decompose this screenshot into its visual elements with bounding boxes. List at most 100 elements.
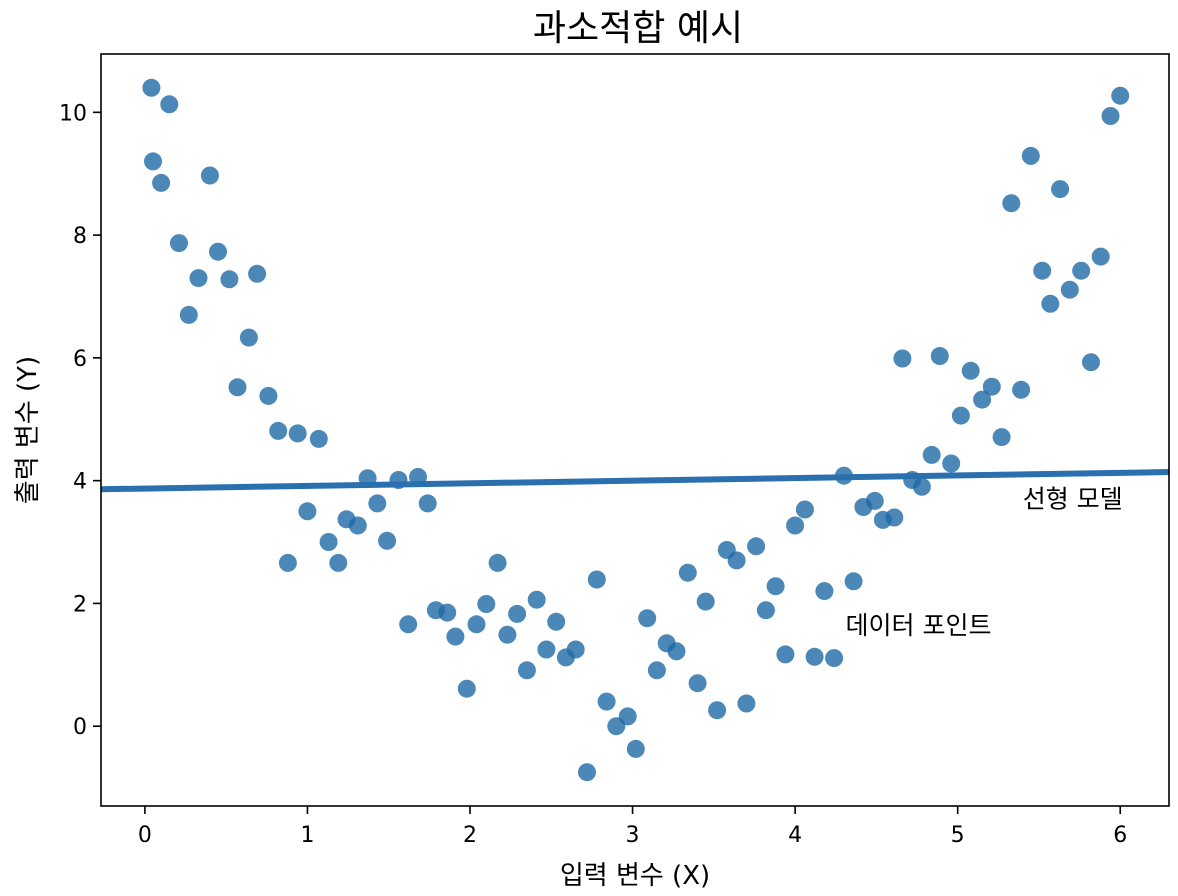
- data-point: [737, 694, 756, 713]
- data-point: [269, 421, 288, 440]
- data-point: [1101, 107, 1120, 125]
- data-point: [1021, 146, 1040, 165]
- data-point: [747, 537, 766, 556]
- data-point: [278, 553, 297, 572]
- data-point: [961, 361, 980, 380]
- data-point: [527, 590, 546, 609]
- data-point: [1002, 194, 1021, 213]
- data-point: [220, 270, 239, 289]
- data-point: [446, 627, 465, 646]
- data-point: [160, 95, 179, 114]
- data-point: [418, 494, 437, 513]
- data-point: [815, 582, 834, 601]
- data-point: [587, 570, 606, 589]
- data-point: [259, 386, 278, 405]
- data-point: [708, 701, 727, 720]
- data-point: [618, 707, 637, 726]
- y-axis-ticks: 0 2 4 6 8 10: [59, 101, 101, 740]
- annotation-data-points: 데이터 포인트: [846, 611, 992, 640]
- data-point: [1091, 247, 1110, 266]
- data-point: [865, 491, 884, 510]
- x-tick-label: 4: [788, 823, 802, 848]
- data-point: [1111, 86, 1130, 105]
- linear-model-line: [100, 469, 1170, 493]
- data-point: [309, 429, 328, 448]
- data-point: [488, 553, 507, 572]
- data-point: [930, 347, 949, 365]
- data-point: [766, 577, 785, 596]
- data-point: [1033, 261, 1052, 280]
- y-tick-label: 4: [73, 470, 87, 495]
- data-point: [239, 328, 258, 347]
- data-point: [298, 502, 317, 521]
- data-point: [638, 609, 657, 628]
- data-point: [912, 477, 931, 496]
- data-point: [508, 604, 527, 623]
- y-tick-label: 6: [73, 347, 87, 372]
- data-point: [992, 428, 1011, 447]
- data-point: [170, 234, 188, 253]
- data-point: [1072, 261, 1091, 280]
- data-point: [844, 572, 863, 591]
- chart-title: 과소적합 예시: [533, 8, 743, 49]
- data-point: [209, 242, 227, 261]
- data-point: [951, 406, 970, 425]
- y-tick-label: 2: [73, 592, 87, 617]
- data-point: [152, 173, 171, 192]
- data-point: [348, 516, 367, 535]
- data-point: [795, 500, 814, 519]
- data-point: [776, 645, 795, 664]
- data-point: [319, 533, 338, 551]
- data-point: [566, 640, 585, 659]
- data-point: [228, 378, 247, 397]
- annotation-linear-model: 선형 모델: [1023, 485, 1123, 514]
- data-point: [537, 640, 556, 659]
- y-tick-label: 8: [73, 224, 87, 249]
- x-axis-ticks: 0 1 2 3 4 5 6: [138, 806, 1127, 848]
- data-point: [1082, 353, 1100, 372]
- data-point: [399, 615, 418, 634]
- data-point: [805, 647, 824, 666]
- data-point: [885, 508, 904, 527]
- data-point: [329, 553, 348, 572]
- data-point: [922, 445, 941, 464]
- data-point: [144, 152, 162, 171]
- data-point: [688, 674, 707, 693]
- x-tick-label: 6: [1113, 823, 1127, 848]
- data-point: [982, 377, 1001, 396]
- data-point: [597, 692, 616, 711]
- data-point: [647, 661, 666, 680]
- data-point: [142, 78, 161, 97]
- x-tick-label: 3: [626, 823, 640, 848]
- data-point: [626, 739, 645, 758]
- data-point: [189, 269, 208, 288]
- data-point: [438, 603, 457, 622]
- data-point: [893, 349, 912, 368]
- x-axis-label: 입력 변수 (X): [560, 861, 710, 891]
- data-point: [1051, 180, 1070, 199]
- x-tick-label: 1: [300, 823, 314, 848]
- x-tick-label: 2: [463, 823, 477, 848]
- data-point: [378, 531, 397, 550]
- data-point: [248, 264, 267, 283]
- y-axis-label: 출력 변수 (Y): [13, 356, 43, 504]
- data-point: [200, 166, 219, 185]
- plot-area-frame: [100, 53, 1170, 807]
- x-tick-label: 0: [138, 823, 152, 848]
- x-tick-label: 5: [951, 823, 965, 848]
- y-tick-label: 0: [73, 715, 87, 740]
- scatter-points: [142, 78, 1130, 782]
- data-point: [678, 563, 697, 582]
- data-point: [517, 661, 536, 680]
- data-point: [973, 390, 992, 409]
- data-point: [1012, 380, 1031, 399]
- data-point: [578, 763, 596, 782]
- data-point: [457, 679, 476, 698]
- data-point: [667, 642, 686, 661]
- data-point: [756, 601, 775, 620]
- data-point: [696, 592, 715, 611]
- data-point: [477, 595, 496, 613]
- data-point: [825, 649, 844, 668]
- y-tick-label: 10: [59, 101, 87, 126]
